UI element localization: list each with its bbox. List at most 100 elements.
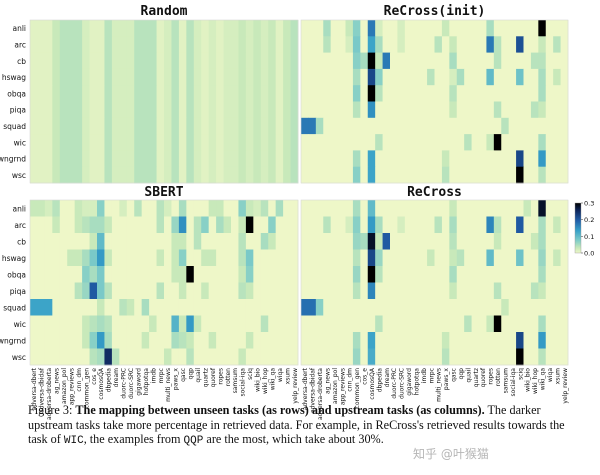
heatmap-cell bbox=[186, 332, 195, 349]
heatmap-cell bbox=[253, 249, 262, 267]
heatmap-cell bbox=[111, 134, 120, 151]
heatmap-cell bbox=[523, 20, 532, 37]
heatmap-cell bbox=[193, 20, 202, 37]
heatmap-cell bbox=[89, 233, 98, 250]
heatmap-cell bbox=[545, 282, 554, 300]
heatmap-cell bbox=[412, 200, 421, 217]
heatmap-cell bbox=[37, 20, 46, 37]
heatmap-cell bbox=[508, 233, 517, 250]
heatmap-cell bbox=[330, 166, 339, 184]
caption-label: Figure 3: bbox=[28, 403, 73, 417]
heatmap-cell bbox=[268, 68, 277, 86]
heatmap-cell bbox=[44, 36, 53, 53]
heatmap-cell bbox=[59, 299, 68, 316]
heatmap-cell bbox=[471, 117, 480, 135]
heatmap-cell bbox=[216, 166, 224, 184]
heatmap-cell bbox=[479, 36, 487, 53]
heatmap-cell bbox=[508, 216, 517, 234]
column-label: dbpedia bbox=[106, 368, 113, 393]
heatmap-cell bbox=[119, 52, 128, 70]
heatmap-cell bbox=[126, 101, 135, 119]
heatmap-cell bbox=[186, 216, 195, 234]
heatmap-cell bbox=[52, 249, 61, 267]
heatmap-cell bbox=[208, 200, 217, 217]
heatmap-cell bbox=[223, 101, 232, 119]
heatmap-cell bbox=[352, 282, 361, 300]
heatmap-cell bbox=[67, 233, 76, 250]
heatmap-cell bbox=[419, 348, 428, 366]
heatmap-cell bbox=[412, 315, 421, 333]
heatmap-cell bbox=[74, 216, 83, 234]
heatmap-cell bbox=[427, 233, 435, 250]
heatmap-cell bbox=[208, 332, 217, 349]
heatmap-cell bbox=[464, 216, 472, 234]
heatmap-cell bbox=[330, 200, 339, 217]
heatmap-cell bbox=[44, 315, 53, 333]
heatmap-cell bbox=[104, 332, 113, 349]
heatmap-cell bbox=[345, 348, 354, 366]
heatmap-cell bbox=[397, 249, 406, 267]
heatmap-cell bbox=[560, 266, 569, 283]
heatmap-cell bbox=[119, 315, 128, 333]
heatmap-cell bbox=[360, 282, 369, 300]
heatmap-cell bbox=[315, 166, 324, 184]
heatmap-cell bbox=[352, 150, 361, 168]
heatmap-cell bbox=[253, 101, 262, 119]
heatmap-cell bbox=[186, 249, 195, 267]
heatmap-cell bbox=[360, 20, 369, 37]
heatmap-cell bbox=[449, 36, 458, 53]
heatmap-cell bbox=[397, 52, 406, 70]
heatmap-cell bbox=[193, 85, 202, 102]
heatmap-cell bbox=[119, 282, 128, 300]
heatmap-cell bbox=[290, 52, 299, 70]
heatmap-cell bbox=[44, 216, 53, 234]
heatmap-cell bbox=[516, 52, 524, 70]
heatmap-cell bbox=[156, 134, 165, 151]
heatmap-cell bbox=[253, 85, 262, 102]
heatmap-cell bbox=[516, 85, 524, 102]
heatmap-cell bbox=[275, 249, 284, 267]
heatmap-cell bbox=[59, 166, 68, 184]
column-label: sciq bbox=[517, 368, 524, 380]
heatmap-cell bbox=[382, 249, 391, 267]
heatmap-cell bbox=[231, 52, 239, 70]
heatmap-cell bbox=[471, 85, 480, 102]
heatmap-cell bbox=[111, 299, 120, 316]
heatmap-cell bbox=[178, 101, 187, 119]
heatmap-cell bbox=[360, 216, 369, 234]
heatmap-cell bbox=[245, 166, 254, 184]
heatmap-cell bbox=[245, 101, 254, 119]
heatmap-cell bbox=[501, 348, 510, 366]
heatmap-cell bbox=[530, 233, 539, 250]
heatmap-cell bbox=[30, 36, 38, 53]
heatmap-cell bbox=[301, 266, 309, 283]
heatmap-cell bbox=[360, 200, 369, 217]
heatmap-cell bbox=[283, 36, 291, 53]
heatmap-cell bbox=[149, 200, 157, 217]
heatmap-cell bbox=[523, 266, 532, 283]
heatmap-cell bbox=[178, 117, 187, 135]
heatmap-cell bbox=[449, 200, 458, 217]
heatmap-cell bbox=[427, 52, 435, 70]
heatmap-cell bbox=[516, 233, 524, 250]
heatmap-cell bbox=[493, 332, 502, 349]
heatmap-cell bbox=[352, 233, 361, 250]
heatmap-cell bbox=[516, 117, 524, 135]
heatmap-cell bbox=[471, 233, 480, 250]
column-label: duorc-PRC bbox=[121, 368, 128, 399]
heatmap-cell bbox=[345, 101, 354, 119]
heatmap-cell bbox=[178, 36, 187, 53]
column-label: cos_e bbox=[362, 368, 369, 385]
heatmap-cell bbox=[193, 166, 202, 184]
heatmap-cell bbox=[456, 52, 465, 70]
heatmap-cell bbox=[382, 315, 391, 333]
heatmap-cell bbox=[404, 117, 413, 135]
heatmap-cell bbox=[52, 117, 61, 135]
heatmap-cell bbox=[412, 85, 421, 102]
heatmap-cell bbox=[231, 299, 239, 316]
heatmap-cell bbox=[456, 85, 465, 102]
column-label: rotten bbox=[495, 368, 502, 386]
colorbar-tick-label: 0.2 bbox=[584, 216, 594, 224]
heatmap-cell bbox=[119, 249, 128, 267]
panel-title-3: ReCross bbox=[407, 185, 462, 200]
